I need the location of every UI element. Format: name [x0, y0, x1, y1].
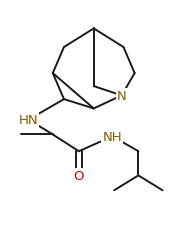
Text: NH: NH — [103, 130, 122, 143]
Text: HN: HN — [19, 114, 38, 127]
Text: O: O — [74, 169, 84, 182]
Text: N: N — [117, 90, 127, 102]
